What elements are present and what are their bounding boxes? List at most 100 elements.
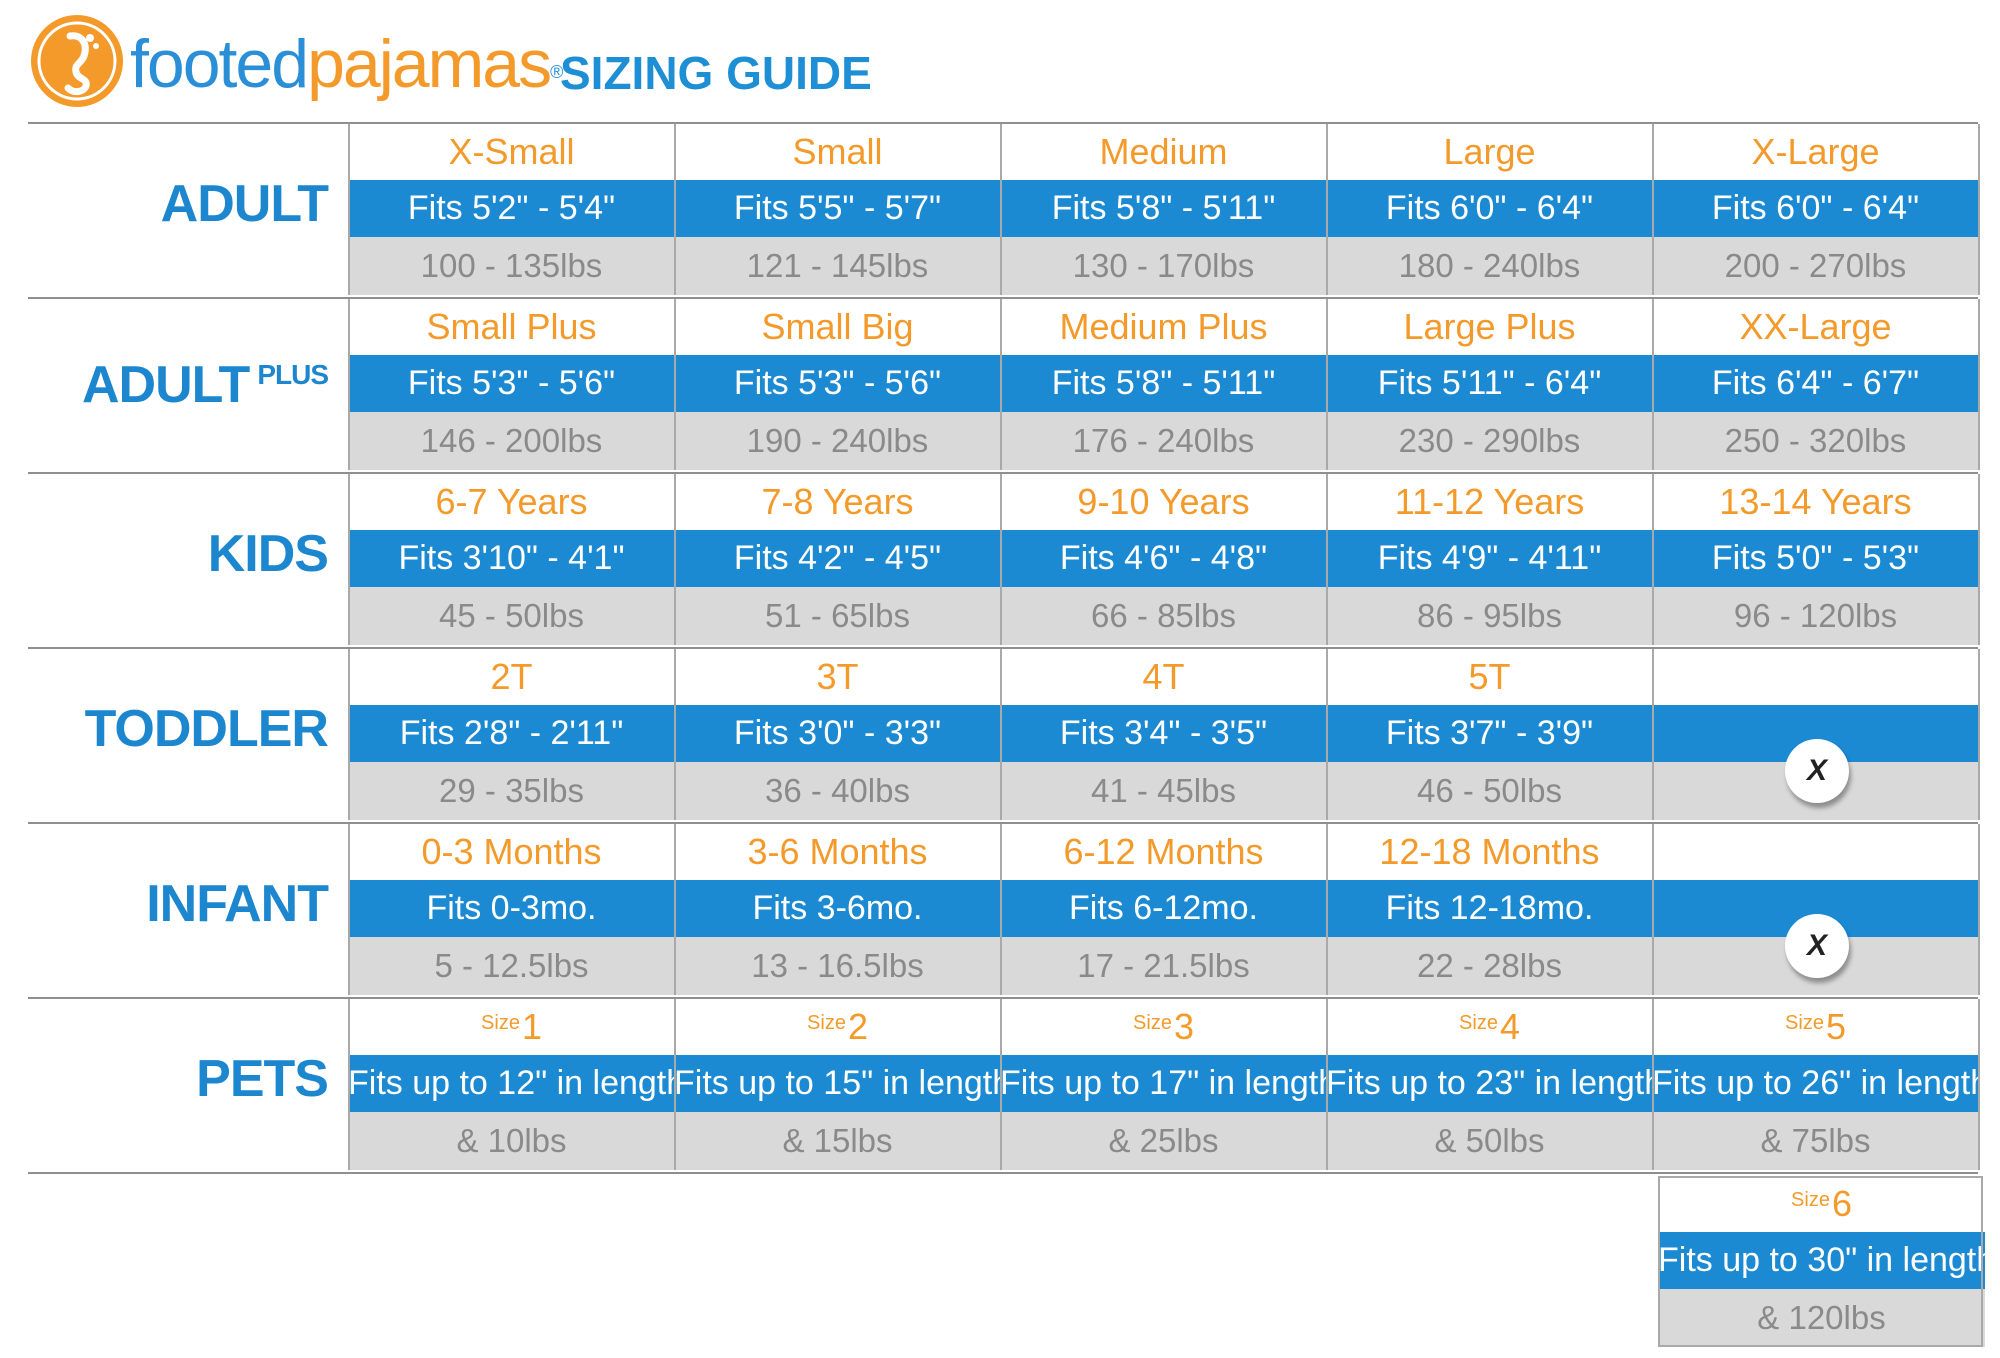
size-column: 6-7 Years Fits 3'10" - 4'1" 45 - 50lbs [348, 474, 675, 647]
size-name: Medium Plus [1000, 299, 1327, 355]
size-cells: Size1 Fits up to 12" in length & 10lbs Size… [348, 999, 1989, 1172]
fit-range: Fits 0-3mo. [348, 880, 675, 937]
size-name: Size3 [1000, 999, 1327, 1055]
section-adult: ADULT X-Small Fits 5'2" - 5'4" 100 - 135lbs… [28, 122, 1980, 297]
fit-range: Fits up to 30" in length [1658, 1232, 1995, 1289]
registered-mark: ® [550, 62, 563, 82]
column-divider [1978, 299, 1980, 470]
column-divider [1326, 124, 1328, 295]
column-divider [1652, 649, 1654, 820]
size-column: 9-10 Years Fits 4'6" - 4'8" 66 - 85lbs [1000, 474, 1327, 647]
section-infant: INFANT 0-3 Months Fits 0-3mo. 5 - 12.5lbs 3-… [28, 822, 1980, 997]
size-column: 5T Fits 3'7" - 3'9" 46 - 50lbs [1326, 649, 1653, 822]
section-divider [28, 297, 1978, 299]
size-name: X-Small [348, 124, 675, 180]
size-number: 2 [847, 1006, 868, 1047]
column-divider [348, 999, 350, 1170]
size-name: Small Big [674, 299, 1001, 355]
size-column: Large Fits 6'0" - 6'4" 180 - 240lbs [1326, 124, 1653, 297]
fit-range: Fits 4'9" - 4'11" [1326, 530, 1653, 587]
fit-range: Fits up to 12" in length [348, 1055, 685, 1112]
footprint-logo-icon [31, 15, 123, 107]
size-prefix: Size [1459, 1012, 1498, 1034]
size-column: 0-3 Months Fits 0-3mo. 5 - 12.5lbs [348, 824, 675, 997]
column-divider [674, 824, 676, 995]
section-label-text: TODDLER [84, 700, 329, 758]
size-column: X-Small Fits 5'2" - 5'4" 100 - 135lbs [348, 124, 675, 297]
size-column: 2T Fits 2'8" - 2'11" 29 - 35lbs [348, 649, 675, 822]
size-name: Size4 [1326, 999, 1653, 1055]
column-divider [1326, 474, 1328, 645]
header: footedpajamas® SIZING GUIDE [30, 10, 1230, 110]
section-pets: PETS Size1 Fits up to 12" in length & 10lbs… [28, 997, 1989, 1172]
size-prefix: Size [807, 1012, 846, 1034]
fit-range: Fits up to 17" in length [1000, 1055, 1337, 1112]
unavailable-x-icon: X [1785, 739, 1849, 803]
size-number: 1 [521, 1006, 542, 1047]
weight-range: 5 - 12.5lbs [348, 937, 675, 995]
size-column: Size3 Fits up to 17" in length & 25lbs [1000, 999, 1337, 1172]
size-column: Size2 Fits up to 15" in length & 15lbs [674, 999, 1011, 1172]
size-name: Size5 [1652, 999, 1979, 1055]
weight-range: 176 - 240lbs [1000, 412, 1327, 470]
size-name: 0-3 Months [348, 824, 675, 880]
size-column: Medium Plus Fits 5'8" - 5'11" 176 - 240lbs [1000, 299, 1327, 472]
size-column: 3-6 Months Fits 3-6mo. 13 - 16.5lbs [674, 824, 1001, 997]
section-divider [28, 647, 1978, 649]
size-column: Size1 Fits up to 12" in length & 10lbs [348, 999, 685, 1172]
weight-range: & 50lbs [1326, 1112, 1653, 1170]
section-label-text: ADULT [81, 356, 250, 414]
table-bottom-rule [28, 1172, 1978, 1174]
weight-range: 29 - 35lbs [348, 762, 675, 820]
size-name: 12-18 Months [1326, 824, 1653, 880]
fit-range: Fits 4'6" - 4'8" [1000, 530, 1327, 587]
size-name: Size1 [348, 999, 675, 1055]
size-name: 7-8 Years [674, 474, 1001, 530]
fit-range: Fits up to 26" in length [1652, 1055, 1989, 1112]
size-name: Size2 [674, 999, 1001, 1055]
column-divider [1326, 649, 1328, 820]
column-divider [1000, 124, 1002, 295]
weight-range: 190 - 240lbs [674, 412, 1001, 470]
size-column: 7-8 Years Fits 4'2" - 4'5" 51 - 65lbs [674, 474, 1001, 647]
column-divider [348, 124, 350, 295]
size-column: Medium Fits 5'8" - 5'11" 130 - 170lbs [1000, 124, 1327, 297]
size-name: Medium [1000, 124, 1327, 180]
fit-range: Fits 5'8" - 5'11" [1000, 355, 1327, 412]
weight-range: 250 - 320lbs [1652, 412, 1979, 470]
weight-range: 51 - 65lbs [674, 587, 1001, 645]
size-column: 12-18 Months Fits 12-18mo. 22 - 28lbs [1326, 824, 1653, 997]
column-divider [1326, 999, 1328, 1170]
section-toddler: TODDLER 2T Fits 2'8" - 2'11" 29 - 35lbs 3T Fi… [28, 647, 1980, 822]
section-label: PETS [28, 1049, 329, 1109]
fit-range: Fits 6'4" - 6'7" [1652, 355, 1979, 412]
size-column: X-Large Fits 6'0" - 6'4" 200 - 270lbs [1652, 124, 1980, 297]
section-divider [28, 122, 1978, 124]
weight-range: 146 - 200lbs [348, 412, 675, 470]
size-name: 2T [348, 649, 675, 705]
weight-range: & 120lbs [1658, 1289, 1985, 1347]
column-divider [348, 649, 350, 820]
section-label-text: KIDS [207, 525, 329, 583]
size-column: Size4 Fits up to 23" in length & 50lbs [1326, 999, 1663, 1172]
column-divider [1978, 999, 1980, 1170]
size-name: Small Plus [348, 299, 675, 355]
fit-range: Fits 3'0" - 3'3" [674, 705, 1001, 762]
column-divider [1978, 824, 1980, 995]
column-divider [1326, 299, 1328, 470]
size-name: 11-12 Years [1326, 474, 1653, 530]
size-name [1652, 824, 1979, 880]
section-kids: KIDS 6-7 Years Fits 3'10" - 4'1" 45 - 50lbs… [28, 472, 1980, 647]
weight-range: 17 - 21.5lbs [1000, 937, 1327, 995]
fit-range: Fits 5'8" - 5'11" [1000, 180, 1327, 237]
column-divider [674, 124, 676, 295]
size-name: 3-6 Months [674, 824, 1001, 880]
size-column: Large Plus Fits 5'11" - 6'4" 230 - 290lbs [1326, 299, 1653, 472]
weight-range: 36 - 40lbs [674, 762, 1001, 820]
section-divider [28, 822, 1978, 824]
size-name: 9-10 Years [1000, 474, 1327, 530]
column-divider [348, 824, 350, 995]
column-divider [1652, 299, 1654, 470]
weight-range: 180 - 240lbs [1326, 237, 1653, 295]
unavailable-x-icon: X [1785, 914, 1849, 978]
